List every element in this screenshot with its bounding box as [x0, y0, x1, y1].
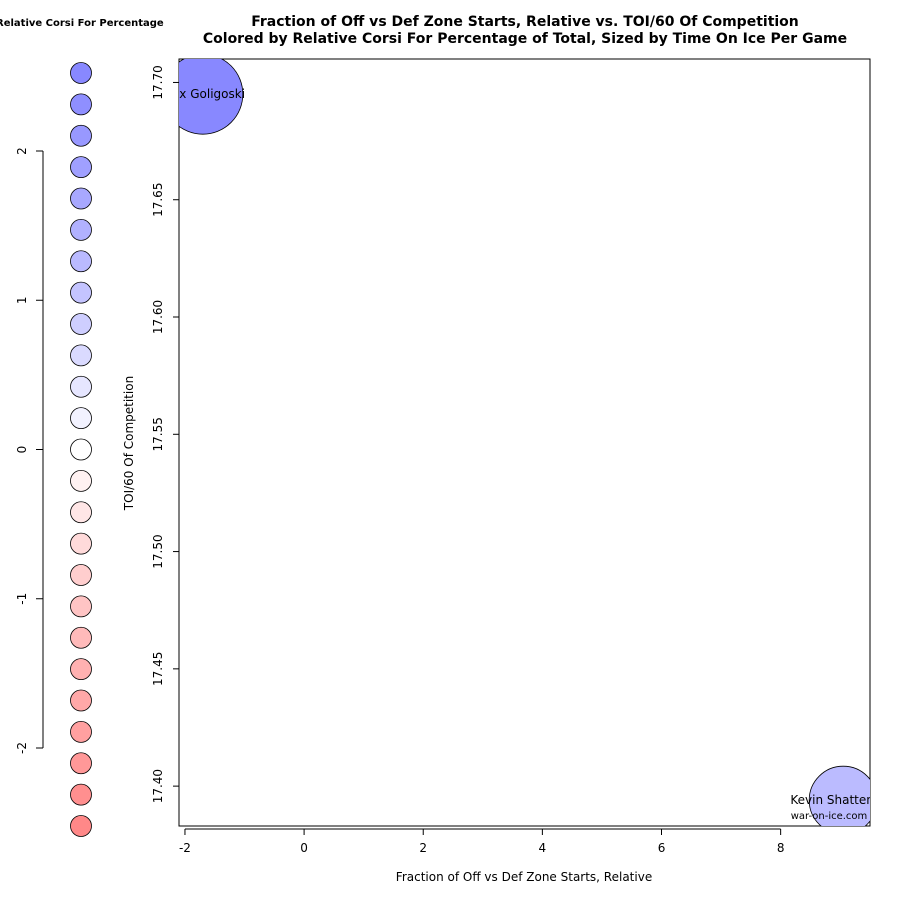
watermark: war-on-ice.com	[791, 811, 868, 822]
legend-tick-label: 0	[15, 446, 29, 454]
legend-swatch	[70, 344, 92, 367]
x-tick-label: 0	[300, 841, 308, 855]
data-point-label: Alex Goligoski	[161, 87, 245, 101]
chart-subtitle: Colored by Relative Corsi For Percentage…	[203, 31, 847, 47]
x-tick-label: 8	[777, 841, 785, 855]
legend-swatch	[70, 532, 92, 555]
legend-swatches	[70, 62, 92, 837]
data-point	[179, 59, 244, 135]
legend-tick-label: 2	[15, 147, 29, 155]
y-tick-label: 17.45	[151, 652, 165, 686]
legend-swatch	[70, 187, 92, 210]
legend-swatch	[70, 218, 92, 241]
y-tick-label: 17.65	[151, 183, 165, 217]
y-tick-label: 17.40	[151, 769, 165, 803]
legend-axis: -2 -1 0 1 2	[15, 147, 43, 754]
legend-swatch	[70, 720, 92, 743]
legend-swatch	[70, 752, 92, 775]
legend-swatch	[70, 658, 92, 681]
x-tick-label: -2	[179, 841, 191, 855]
x-tick-label: 2	[419, 841, 427, 855]
x-axis-title: Fraction of Off vs Def Zone Starts, Rela…	[396, 870, 652, 884]
legend-swatch	[70, 689, 92, 712]
legend-swatch	[70, 250, 92, 273]
y-tick-label: 17.60	[151, 300, 165, 334]
legend-tick-label: 1	[15, 296, 29, 304]
data-point-label: Kevin Shattenkirk	[790, 793, 896, 807]
legend-swatch	[70, 595, 92, 618]
legend-swatch	[70, 156, 92, 179]
legend-swatch	[70, 124, 92, 147]
legend-swatch	[70, 564, 92, 586]
legend-tick-label: -1	[15, 593, 29, 605]
legend-swatch	[70, 62, 92, 84]
legend-swatch	[70, 626, 92, 649]
legend-swatch	[70, 375, 92, 398]
y-tick-label: 17.70	[151, 65, 165, 99]
x-tick-label: 6	[658, 841, 666, 855]
x-axis: -2 0 2 4 6 8	[179, 828, 785, 855]
legend-swatch	[70, 313, 92, 335]
y-axis-title: TOI/60 Of Competition	[122, 376, 136, 511]
legend-swatch	[70, 93, 92, 116]
x-tick-label: 4	[539, 841, 547, 855]
legend-swatch	[70, 407, 92, 430]
legend-swatch	[70, 815, 92, 837]
plot-area	[178, 58, 871, 827]
y-axis: 17.40 17.45 17.50 17.55 17.60 17.65 17.70	[151, 65, 180, 803]
legend-swatch	[70, 469, 92, 492]
legend-swatch	[70, 501, 92, 524]
y-tick-label: 17.50	[151, 534, 165, 568]
chart-title: Fraction of Off vs Def Zone Starts, Rela…	[251, 14, 799, 30]
legend-swatch	[70, 438, 92, 461]
y-tick-label: 17.55	[151, 417, 165, 451]
data-points: Alex Goligoski Kevin Shattenkirk	[161, 59, 896, 826]
legend-swatch	[70, 281, 92, 304]
legend-swatch	[70, 783, 92, 806]
legend-tick-label: -2	[15, 742, 29, 754]
data-point	[808, 765, 870, 826]
legend-title: Relative Corsi For Percentage	[0, 18, 164, 29]
